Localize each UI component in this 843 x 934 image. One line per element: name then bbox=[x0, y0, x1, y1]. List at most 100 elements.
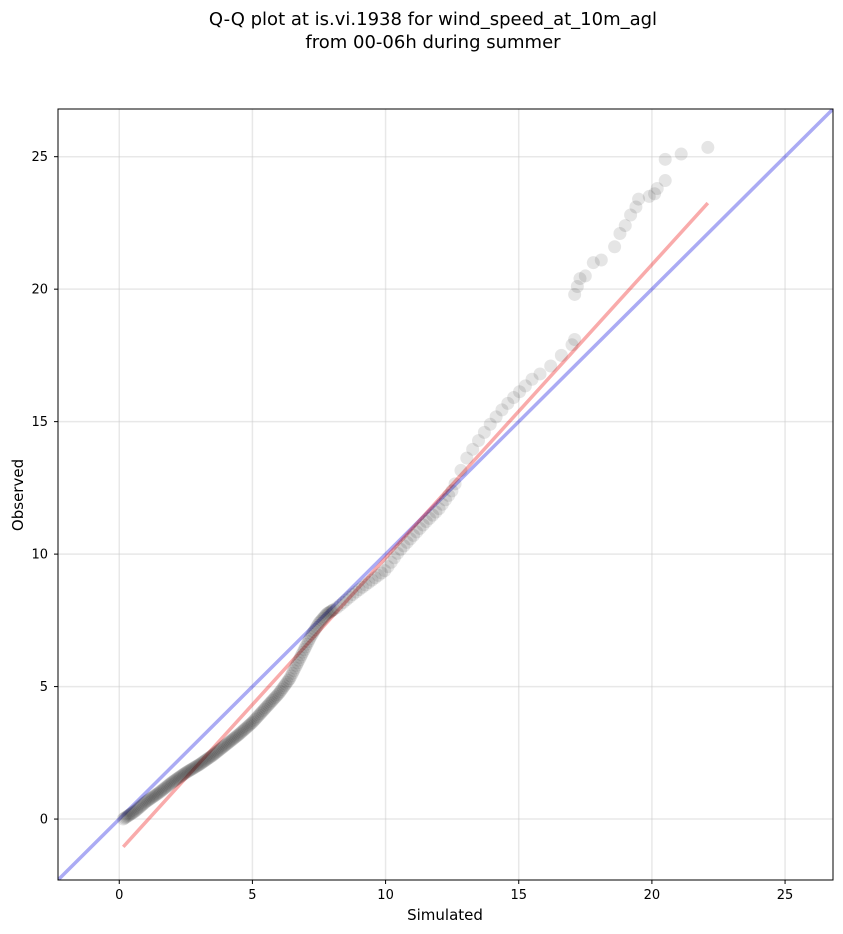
quantile-point bbox=[260, 699, 274, 713]
quantile-point bbox=[432, 502, 446, 516]
quantile-point bbox=[624, 208, 638, 222]
quantile-point bbox=[568, 287, 582, 301]
quantile-point bbox=[142, 793, 156, 807]
quantile-point bbox=[217, 739, 231, 753]
quantile-point bbox=[281, 673, 295, 687]
quantile-point bbox=[204, 749, 218, 763]
quantile-point bbox=[213, 742, 227, 756]
quantile-point bbox=[144, 791, 158, 805]
quantile-point bbox=[629, 200, 643, 214]
quantile-point bbox=[321, 606, 335, 620]
quantile-point bbox=[158, 781, 172, 795]
quantile-point bbox=[362, 576, 376, 590]
quantile-point bbox=[578, 269, 592, 283]
quantile-point bbox=[201, 751, 215, 765]
quantile-point bbox=[232, 727, 246, 741]
quantile-point bbox=[167, 774, 181, 788]
y-tick-label: 10 bbox=[31, 548, 48, 563]
quantile-point bbox=[166, 775, 180, 789]
quantile-point bbox=[568, 333, 582, 347]
quantile-point bbox=[554, 348, 568, 362]
quantile-point bbox=[184, 763, 198, 777]
quantile-point bbox=[594, 253, 608, 267]
quantile-point bbox=[219, 738, 233, 752]
quantile-point bbox=[252, 708, 266, 722]
quantile-point bbox=[472, 434, 486, 448]
quantile-point bbox=[233, 726, 247, 740]
quantile-point bbox=[128, 804, 142, 818]
quantile-point bbox=[239, 721, 253, 735]
quantile-point bbox=[365, 573, 379, 587]
quantile-point bbox=[426, 508, 440, 522]
quantile-point bbox=[483, 417, 497, 431]
quantile-point bbox=[211, 744, 225, 758]
quantile-point bbox=[346, 588, 360, 602]
x-tick-label: 10 bbox=[377, 888, 394, 903]
quantile-point bbox=[533, 367, 547, 381]
quantile-point bbox=[126, 806, 140, 820]
quantile-point bbox=[544, 359, 558, 373]
quantile-point bbox=[317, 610, 331, 624]
quantile-point bbox=[244, 717, 258, 731]
quantile-point bbox=[407, 528, 421, 542]
quantile-point bbox=[236, 724, 250, 738]
quantile-point bbox=[237, 723, 251, 737]
quantile-point bbox=[116, 812, 130, 826]
quantile-point bbox=[296, 645, 310, 659]
quantile-point bbox=[181, 764, 195, 778]
quantile-point bbox=[151, 786, 165, 800]
quantile-point bbox=[172, 770, 186, 784]
quantile-point bbox=[289, 658, 303, 672]
quantile-point bbox=[650, 181, 664, 195]
quantile-point bbox=[208, 746, 222, 760]
quantile-point bbox=[460, 451, 474, 465]
y-axis-label: Observed bbox=[9, 459, 27, 531]
quantile-point bbox=[495, 403, 509, 417]
quantile-point bbox=[277, 679, 291, 693]
quantile-point bbox=[120, 809, 134, 823]
x-tick-label: 25 bbox=[777, 888, 794, 903]
quantile-point bbox=[608, 240, 622, 254]
quantile-point bbox=[188, 760, 202, 774]
quantile-point bbox=[288, 661, 302, 675]
quantile-point bbox=[378, 564, 392, 578]
quantile-point bbox=[285, 666, 299, 680]
quantile-point bbox=[279, 677, 293, 691]
quantile-point bbox=[243, 718, 257, 732]
quantile-point bbox=[245, 715, 259, 729]
quantile-point bbox=[466, 442, 480, 456]
quantile-point bbox=[359, 578, 373, 592]
quantile-point bbox=[134, 799, 148, 813]
quantile-point bbox=[207, 747, 221, 761]
quantile-point bbox=[269, 689, 283, 703]
quantile-point bbox=[135, 798, 149, 812]
quantile-point bbox=[124, 807, 138, 821]
quantile-point bbox=[565, 338, 579, 352]
quantile-point bbox=[477, 425, 491, 439]
quantile-point bbox=[375, 566, 389, 580]
quantile-point bbox=[267, 692, 281, 706]
quantile-point bbox=[123, 808, 137, 822]
quantile-point bbox=[339, 593, 353, 607]
quantile-point bbox=[276, 681, 290, 695]
quantile-point bbox=[175, 768, 189, 782]
quantile-point bbox=[212, 743, 226, 757]
quantile-point bbox=[513, 385, 527, 399]
quantile-point bbox=[324, 604, 338, 618]
quantile-point bbox=[368, 571, 382, 585]
quantile-point bbox=[525, 372, 539, 386]
x-axis-label: Simulated bbox=[407, 906, 483, 924]
quantile-point bbox=[570, 280, 584, 294]
y-tick-label: 20 bbox=[31, 283, 48, 298]
quantile-point bbox=[284, 669, 298, 683]
quantile-point bbox=[255, 705, 269, 719]
quantile-point bbox=[263, 696, 277, 710]
quantile-point bbox=[176, 768, 190, 782]
quantile-point bbox=[256, 704, 270, 718]
quantile-point bbox=[156, 782, 170, 796]
quantile-point bbox=[507, 391, 521, 405]
quantile-point bbox=[701, 140, 715, 154]
quantile-point bbox=[319, 608, 333, 622]
quantile-point bbox=[439, 493, 452, 507]
